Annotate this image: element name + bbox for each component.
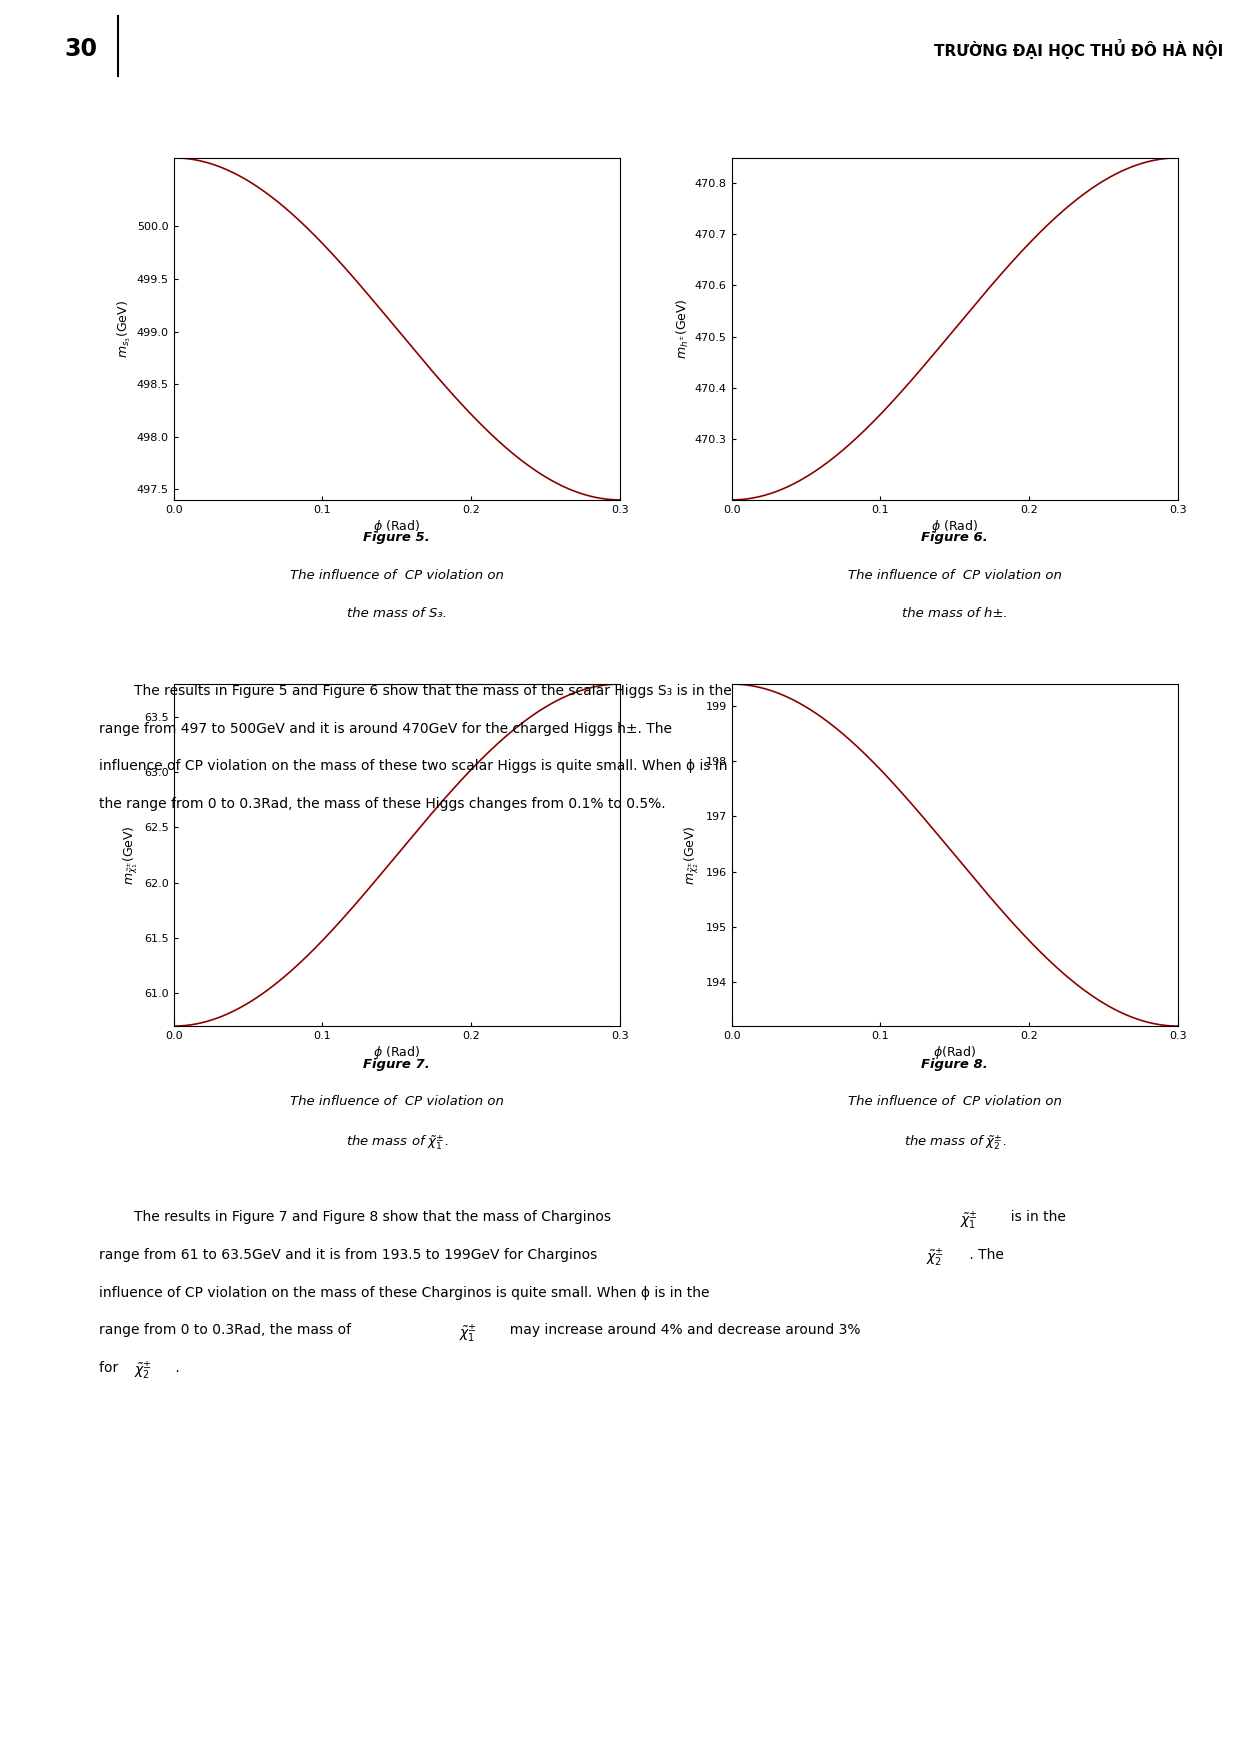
Text: The results in Figure 5 and Figure 6 show that the mass of the scalar Higgs S₃ i: The results in Figure 5 and Figure 6 sho…: [99, 684, 732, 698]
Text: influence of CP violation on the mass of these two scalar Higgs is quite small. : influence of CP violation on the mass of…: [99, 759, 728, 774]
Text: the mass of $\tilde{\chi}^{\pm}_2$.: the mass of $\tilde{\chi}^{\pm}_2$.: [904, 1133, 1006, 1152]
Text: The influence of  CP violation on: The influence of CP violation on: [290, 568, 503, 582]
Text: range from 0 to 0.3Rad, the mass of: range from 0 to 0.3Rad, the mass of: [99, 1323, 360, 1337]
Y-axis label: $m_{h^{\pm}}$(GeV): $m_{h^{\pm}}$(GeV): [675, 298, 691, 360]
Text: The influence of  CP violation on: The influence of CP violation on: [848, 1094, 1061, 1109]
Text: is in the: is in the: [1002, 1210, 1066, 1224]
Text: $\tilde{\chi}^{\pm}_1$: $\tilde{\chi}^{\pm}_1$: [960, 1210, 978, 1231]
Text: TRƯỜNG ĐẠI HỌC THỦ ĐÔ HÀ NỘI: TRƯỜNG ĐẠI HỌC THỦ ĐÔ HÀ NỘI: [934, 39, 1224, 60]
Y-axis label: $m_{s_3}$(GeV): $m_{s_3}$(GeV): [115, 300, 133, 358]
Text: $\tilde{\chi}^{\pm}_2$: $\tilde{\chi}^{\pm}_2$: [926, 1249, 945, 1270]
Text: Figure 7.: Figure 7.: [363, 1058, 430, 1070]
Text: The influence of  CP violation on: The influence of CP violation on: [290, 1094, 503, 1109]
Y-axis label: $m_{\tilde{\chi}^{\pm}_2}$(GeV): $m_{\tilde{\chi}^{\pm}_2}$(GeV): [683, 824, 702, 886]
Text: Figure 5.: Figure 5.: [363, 531, 430, 544]
Text: for: for: [99, 1361, 128, 1375]
Text: the mass of S₃.: the mass of S₃.: [347, 607, 446, 619]
Text: Figure 8.: Figure 8.: [921, 1058, 988, 1070]
Text: influence of CP violation on the mass of these Charginos is quite small. When ϕ : influence of CP violation on the mass of…: [99, 1286, 709, 1300]
X-axis label: $\phi$(Rad): $\phi$(Rad): [934, 1044, 976, 1061]
Text: The influence of  CP violation on: The influence of CP violation on: [848, 568, 1061, 582]
X-axis label: $\phi$ (Rad): $\phi$ (Rad): [373, 1044, 420, 1061]
Text: .: .: [171, 1361, 180, 1375]
Y-axis label: $m_{\tilde{\chi}^{\pm}_1}$(GeV): $m_{\tilde{\chi}^{\pm}_1}$(GeV): [122, 824, 140, 886]
Text: . The: . The: [965, 1249, 1003, 1261]
Text: $\tilde{\chi}^{\pm}_2$: $\tilde{\chi}^{\pm}_2$: [134, 1361, 153, 1382]
Text: may increase around 4% and decrease around 3%: may increase around 4% and decrease arou…: [501, 1323, 861, 1337]
Text: Figure 6.: Figure 6.: [921, 531, 988, 544]
Text: range from 497 to 500GeV and it is around 470GeV for the charged Higgs h±. The: range from 497 to 500GeV and it is aroun…: [99, 723, 672, 735]
Text: $\tilde{\chi}^{\pm}_1$: $\tilde{\chi}^{\pm}_1$: [459, 1323, 477, 1345]
X-axis label: $\phi$ (Rad): $\phi$ (Rad): [373, 517, 420, 535]
Text: the mass of h±.: the mass of h±.: [901, 607, 1008, 619]
Text: range from 61 to 63.5GeV and it is from 193.5 to 199GeV for Charginos: range from 61 to 63.5GeV and it is from …: [99, 1249, 606, 1261]
X-axis label: $\phi$ (Rad): $\phi$ (Rad): [931, 517, 978, 535]
Text: The results in Figure 7 and Figure 8 show that the mass of Charginos: The results in Figure 7 and Figure 8 sho…: [99, 1210, 620, 1224]
Text: 30: 30: [64, 37, 97, 61]
Text: the mass of $\tilde{\chi}^{\pm}_1$.: the mass of $\tilde{\chi}^{\pm}_1$.: [346, 1133, 448, 1152]
Text: the range from 0 to 0.3Rad, the mass of these Higgs changes from 0.1% to 0.5%.: the range from 0 to 0.3Rad, the mass of …: [99, 796, 666, 810]
